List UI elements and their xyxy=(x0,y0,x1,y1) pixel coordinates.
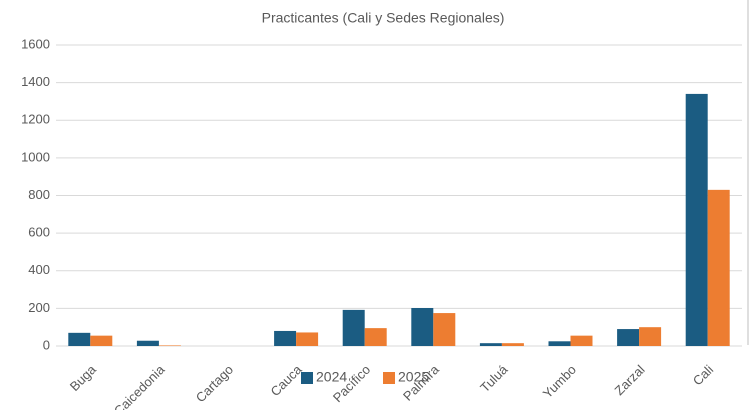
bar xyxy=(274,330,297,346)
y-tick-label: 200 xyxy=(28,300,50,315)
y-tick-label: 1400 xyxy=(21,74,50,89)
bar xyxy=(570,335,593,346)
bar xyxy=(617,329,640,346)
bar xyxy=(548,341,571,346)
bar xyxy=(68,332,91,346)
legend-label: 2025 xyxy=(398,369,429,385)
y-tick-label: 800 xyxy=(28,187,50,202)
bar xyxy=(90,335,113,346)
bar xyxy=(342,309,365,346)
y-tick-label: 600 xyxy=(28,225,50,240)
bar xyxy=(136,340,159,346)
bar xyxy=(296,332,319,346)
bar xyxy=(501,343,524,346)
bar xyxy=(364,328,387,346)
legend-swatch xyxy=(301,372,313,384)
bar xyxy=(411,307,434,346)
bar xyxy=(707,189,730,346)
bar xyxy=(639,327,662,346)
y-tick-label: 1000 xyxy=(21,149,50,164)
y-tick-label: 400 xyxy=(28,262,50,277)
bar xyxy=(479,343,502,346)
legend-label: 2024 xyxy=(316,369,347,385)
bar xyxy=(158,345,181,346)
y-tick-label: 1200 xyxy=(21,112,50,127)
legend-swatch xyxy=(383,372,395,384)
y-tick-label: 1600 xyxy=(21,36,50,51)
chart-title: Practicantes (Cali y Sedes Regionales) xyxy=(262,10,505,26)
bar xyxy=(685,93,708,346)
bar xyxy=(433,313,456,346)
y-tick-label: 0 xyxy=(43,337,50,352)
